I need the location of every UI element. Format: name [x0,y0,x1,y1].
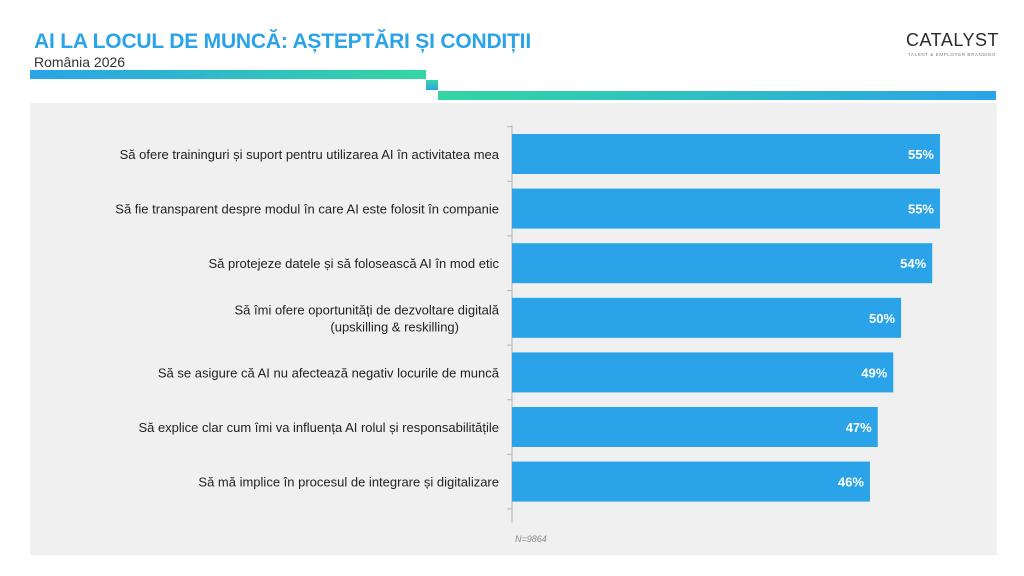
category-label: Să mă implice în procesul de integrare ș… [198,475,499,490]
bar [512,461,870,502]
bar [512,407,878,447]
header-stripe-left [30,70,426,79]
category-label: Să protejeze datele și să folosească AI … [208,256,499,271]
bar-value-label: 55% [908,147,934,162]
category-label: Să explice clar cum îmi va influența AI … [138,420,499,435]
logo-wordmark: CATALYST [906,30,1000,50]
bar-value-label: 54% [900,256,926,271]
bar [512,188,940,229]
bar [512,243,933,284]
catalyst-logo: CATALYST TALENT & EMPLOYER BRANDING [906,30,1000,57]
chart-panel: 55% Să ofere traininguri și suport pentru… [30,103,997,555]
header-stripe-right [438,91,996,100]
header-stripe-step [426,80,438,90]
bar [512,352,894,393]
logo-tagline: TALENT & EMPLOYER BRANDING [908,52,996,57]
page-subtitle: România 2026 [34,54,126,70]
bar-value-label: 46% [838,475,864,490]
sample-size-note: N=9864 [515,534,547,544]
bar [512,134,940,174]
bar-value-label: 49% [861,365,887,380]
page-title: AI LA LOCUL DE MUNCĂ: AȘTEPTĂRI ȘI CONDI… [34,30,531,53]
category-label: Să fie transparent despre modul în care … [115,202,499,217]
bar-chart: 55% Să ofere traininguri și suport pentru… [115,125,940,523]
bar-value-label: 47% [846,420,872,435]
bar [512,297,902,338]
bar-value-label: 50% [869,311,895,326]
category-label: Să ofere traininguri și suport pentru ut… [120,147,500,162]
category-label: Să îmi ofere oportunități de dezvoltare … [235,302,500,334]
category-label: Să se asigure că AI nu afectează negativ… [158,365,500,380]
bar-value-label: 55% [908,202,934,217]
